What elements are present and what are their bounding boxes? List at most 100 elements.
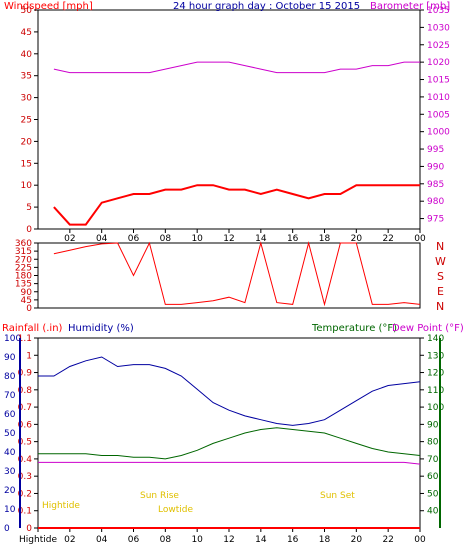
wind-tick-label: 40 bbox=[21, 50, 33, 60]
time-tick-label: 18 bbox=[319, 234, 331, 244]
dewpoint-label: Dew Point (°F) bbox=[392, 323, 464, 334]
rain-tick-label: 0.5 bbox=[18, 438, 32, 448]
wind-tick-label: 35 bbox=[21, 72, 32, 82]
direction-tick-label: 270 bbox=[15, 255, 32, 265]
time-tick-label: 14 bbox=[255, 234, 267, 244]
humidity-tick-label: 80 bbox=[4, 372, 16, 382]
wind-tick-label: 5 bbox=[26, 203, 32, 213]
time-tick-label: 00 bbox=[414, 535, 426, 545]
barometer-tick-label: 1015 bbox=[427, 76, 450, 86]
direction-letter-n-bottom: N bbox=[436, 300, 444, 313]
time-tick-label: 00 bbox=[414, 234, 426, 244]
time-tick-label: 18 bbox=[319, 535, 331, 545]
time-tick-label: 10 bbox=[191, 535, 203, 545]
temp-tick-label: 80 bbox=[427, 438, 439, 448]
barometer-tick-label: 985 bbox=[427, 180, 444, 190]
temp-tick-label: 90 bbox=[427, 420, 439, 430]
temp-tick-label: 50 bbox=[427, 489, 439, 499]
direction-letter-s: S bbox=[437, 270, 444, 283]
direction-tick-label: 45 bbox=[21, 296, 32, 306]
time-tick-label: 20 bbox=[351, 535, 363, 545]
direction-panel-frame bbox=[37, 242, 421, 309]
time-tick-label: 02 bbox=[64, 535, 75, 545]
barometer-tick-label: 1030 bbox=[427, 23, 450, 33]
time-tick-label: 08 bbox=[160, 535, 172, 545]
humidity-tick-label: 100 bbox=[4, 334, 21, 344]
rain-tick-label: 1.1 bbox=[18, 334, 32, 344]
direction-tick-label: 135 bbox=[15, 280, 32, 290]
sunrise-annotation: Sun Rise bbox=[140, 491, 179, 501]
rain-tick-label: 0.3 bbox=[18, 472, 32, 482]
humidity-tick-label: 70 bbox=[4, 391, 16, 401]
time-tick-label: 22 bbox=[382, 234, 393, 244]
windspeed-label: Windspeed [mph] bbox=[4, 1, 93, 12]
time-tick-label: 20 bbox=[351, 234, 363, 244]
barometer-tick-label: 1005 bbox=[427, 110, 450, 120]
barometer-tick-label: 980 bbox=[427, 197, 444, 207]
direction-letter-w: W bbox=[435, 255, 446, 268]
time-tick-label: 16 bbox=[287, 535, 299, 545]
wind-tick-label: 15 bbox=[21, 159, 32, 169]
barometer-tick-label: 1025 bbox=[427, 41, 450, 51]
wind-tick-label: 20 bbox=[21, 137, 33, 147]
barometer-tick-label: 995 bbox=[427, 145, 444, 155]
barometer-tick-label: 990 bbox=[427, 162, 444, 172]
wind-tick-label: 50 bbox=[21, 6, 33, 16]
time-tick-label: 06 bbox=[128, 535, 140, 545]
humidity-line bbox=[38, 356, 421, 426]
time-tick-label: 04 bbox=[96, 234, 108, 244]
barometer-tick-label: 1010 bbox=[427, 93, 450, 103]
temp-tick-label: 120 bbox=[427, 369, 444, 379]
time-tick-label: 12 bbox=[223, 234, 234, 244]
temp-tick-label: 40 bbox=[427, 507, 439, 517]
rain-tick-label: 0.8 bbox=[18, 386, 33, 396]
barometer-label: Barometer [mb] bbox=[370, 1, 450, 12]
direction-tick-label: 315 bbox=[15, 247, 32, 257]
ticks-layer: 0510152025303540455097598098599099510001… bbox=[4, 6, 450, 545]
barometer-tick-label: 1000 bbox=[427, 128, 450, 138]
rain-tick-label: 1 bbox=[26, 351, 32, 361]
barometer-line bbox=[53, 61, 420, 74]
wind-tick-label: 10 bbox=[21, 181, 33, 191]
humidity-tick-label: 50 bbox=[4, 429, 16, 439]
humidity-panel-frame bbox=[37, 337, 421, 529]
temp-tick-label: 140 bbox=[427, 334, 444, 344]
rain-tick-label: 0.4 bbox=[18, 455, 33, 465]
time-tick-label: 22 bbox=[382, 535, 393, 545]
humidity-label: Humidity (%) bbox=[68, 323, 134, 334]
rain-tick-label: 0.6 bbox=[18, 420, 33, 430]
wind-panel-frame bbox=[37, 9, 421, 230]
wind-tick-label: 45 bbox=[21, 28, 32, 38]
direction-tick-label: 225 bbox=[15, 263, 32, 273]
temp-tick-label: 130 bbox=[427, 351, 444, 361]
direction-tick-label: 360 bbox=[15, 239, 32, 249]
time-tick-label: 14 bbox=[255, 535, 267, 545]
windspeed-line bbox=[53, 184, 420, 226]
time-tick-label: 06 bbox=[128, 234, 140, 244]
humidity-tick-label: 90 bbox=[4, 353, 16, 363]
wind-direction-line bbox=[53, 241, 421, 307]
temp-tick-label: 100 bbox=[427, 403, 444, 413]
barometer-tick-label: 975 bbox=[427, 215, 444, 225]
rain-tick-label: 0.9 bbox=[18, 369, 33, 379]
direction-tick-label: 0 bbox=[26, 304, 32, 314]
time-tick-label: 10 bbox=[191, 234, 203, 244]
time-tick-label: 12 bbox=[223, 535, 234, 545]
rain-tick-label: 0.1 bbox=[18, 507, 32, 517]
direction-tick-label: 180 bbox=[15, 272, 32, 282]
barometer-tick-label: 1020 bbox=[427, 58, 450, 68]
series-layer bbox=[38, 61, 421, 529]
temp-tick-label: 70 bbox=[427, 455, 439, 465]
wind-tick-label: 0 bbox=[26, 225, 32, 235]
direction-tick-label: 90 bbox=[21, 288, 33, 298]
wind-tick-label: 30 bbox=[21, 94, 33, 104]
rainfall-label: Rainfall (.in) bbox=[2, 323, 63, 334]
humidity-tick-label: 0 bbox=[4, 524, 10, 534]
temp-tick-label: 60 bbox=[427, 472, 439, 482]
time-tick-label: 08 bbox=[160, 234, 172, 244]
dewpoint-line bbox=[38, 461, 421, 465]
rain-tick-label: 0 bbox=[26, 524, 32, 534]
direction-letter-n-top: N bbox=[436, 240, 444, 253]
